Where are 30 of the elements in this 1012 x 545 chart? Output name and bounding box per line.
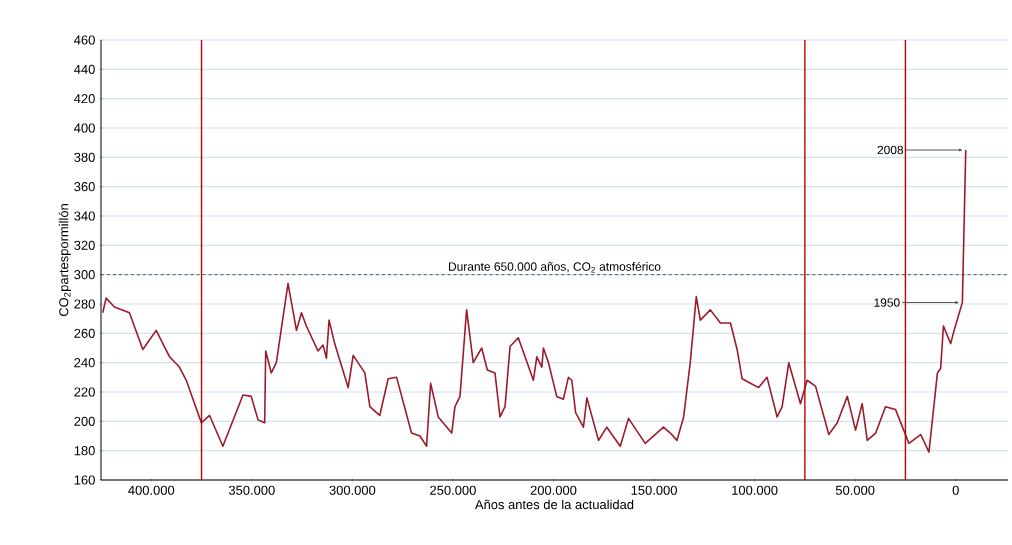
y-tick-label: 260 [74,328,95,338]
y-tick-label: 180 [74,446,95,456]
y-tick-label: 380 [74,152,95,162]
y-tick-label: 320 [74,240,95,250]
x-tick-label: 150.000 [631,485,677,495]
annotation: 2008 [877,145,904,155]
y-tick-label: 300 [74,270,95,280]
y-tick-label: 240 [74,358,95,368]
x-tick-label: 0 [952,485,959,495]
x-axis-title: Años antes de la actualidad [474,499,634,510]
y-tick-label: 200 [74,416,95,426]
y-tick-label: 160 [74,475,95,485]
y-tick-label: 440 [74,64,95,74]
y-tick-label: 400 [74,123,95,133]
x-tick-label: 250.000 [430,485,476,495]
x-tick-label: 400.000 [128,485,175,495]
y-tick-label: 340 [74,211,95,221]
x-tick-label: 100.000 [732,485,778,495]
y-tick-label: 420 [74,94,95,104]
x-tick-label: 50.000 [835,485,875,495]
x-tick-label: 300.000 [329,485,376,495]
y-tick-label: 460 [74,35,95,45]
x-tick-label: 200.000 [530,485,577,495]
y-tick-label: 220 [74,387,95,397]
annotation: 1950 [874,298,900,307]
y-tick-label: 280 [74,299,95,309]
y-tick-label: 360 [74,182,95,192]
y-axis-title: CO$_{2}$partespormillón [58,204,71,317]
x-tick-label: 350.000 [228,485,275,495]
ref-line-label: Durante 650.000 años, CO$_{2}$ atmosférico [449,261,661,273]
